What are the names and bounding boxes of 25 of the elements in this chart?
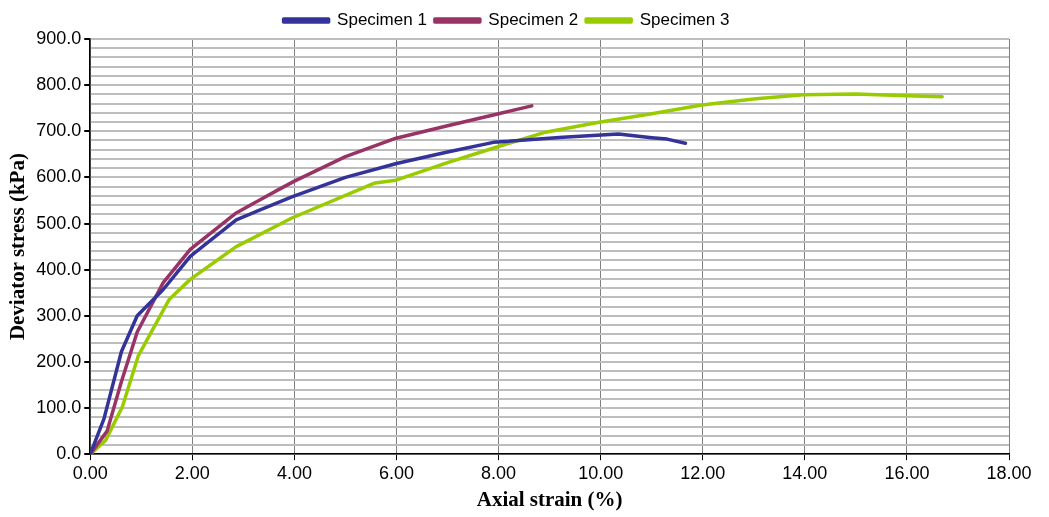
- x-tick-label: 4.00: [276, 462, 312, 483]
- x-tick-label: 10.00: [578, 462, 624, 483]
- legend-label: Specimen 3: [639, 10, 730, 30]
- x-tick-label: 2.00: [174, 462, 210, 483]
- x-tick-label: 16.00: [884, 462, 930, 483]
- legend-label: Specimen 1: [337, 10, 427, 30]
- y-tick-label: 300.0: [36, 304, 82, 325]
- y-tick-label: 700.0: [36, 120, 82, 141]
- y-tick-label: 400.0: [36, 258, 82, 279]
- y-tick-label: 0.0: [56, 443, 82, 464]
- x-tick-label: 8.00: [481, 462, 517, 483]
- x-tick-label: 0.00: [72, 462, 108, 483]
- x-tick-label: 14.00: [782, 462, 828, 483]
- x-tick-label: 6.00: [378, 462, 415, 483]
- y-tick-label: 600.0: [36, 166, 82, 187]
- y-axis-title: Deviator stress (kPa): [5, 153, 30, 341]
- x-tick-label: 12.00: [680, 462, 726, 483]
- y-tick-label: 100.0: [36, 397, 82, 418]
- legend-label: Specimen 2: [488, 10, 579, 30]
- x-tick-label: 18.00: [986, 462, 1032, 483]
- y-tick-label: 200.0: [36, 350, 82, 371]
- y-tick-label: 900.0: [36, 27, 82, 48]
- y-tick-label: 800.0: [36, 74, 82, 95]
- x-axis-title: Axial strain (%): [476, 486, 623, 511]
- y-tick-label: 500.0: [36, 212, 82, 233]
